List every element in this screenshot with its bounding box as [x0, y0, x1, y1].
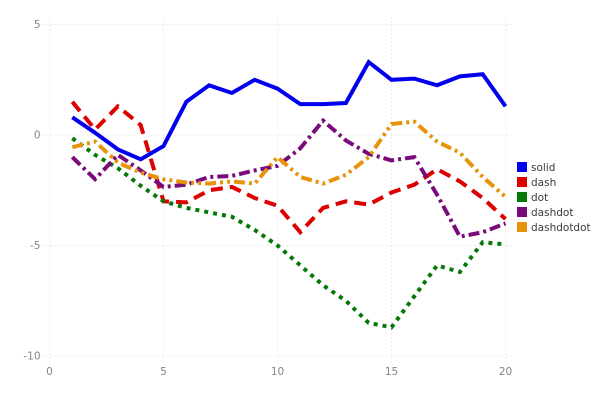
- series-line-dashdot: [70, 117, 507, 239]
- x-tick-label-5: 5: [160, 366, 167, 378]
- legend-swatch-solid: [517, 162, 527, 172]
- legend-label-dash: dash: [531, 177, 556, 189]
- series-line-dash: [70, 100, 507, 236]
- legend-label-dashdot: dashdot: [531, 207, 573, 219]
- y-tick-label--10: -10: [23, 351, 40, 363]
- x-tick-label-0: 0: [46, 366, 53, 378]
- legend-label-solid: solid: [531, 162, 555, 174]
- series-line-solid: [71, 59, 508, 162]
- legend-label-dashdotdot: dashdotdot: [531, 222, 591, 234]
- y-tick-label--5: -5: [30, 240, 40, 252]
- legend-label-dot: dot: [531, 192, 548, 204]
- legend-swatch-dash: [517, 177, 527, 187]
- legend-swatch-dot: [517, 192, 527, 202]
- y-tick-label-0: 0: [34, 130, 41, 142]
- x-tick-label-20: 20: [499, 366, 512, 378]
- x-tick-label-10: 10: [271, 366, 284, 378]
- legend-swatch-dashdot: [517, 207, 527, 217]
- legend-swatch-dashdotdot: [517, 222, 527, 232]
- y-tick-label-5: 5: [34, 19, 41, 31]
- x-tick-label-15: 15: [385, 366, 398, 378]
